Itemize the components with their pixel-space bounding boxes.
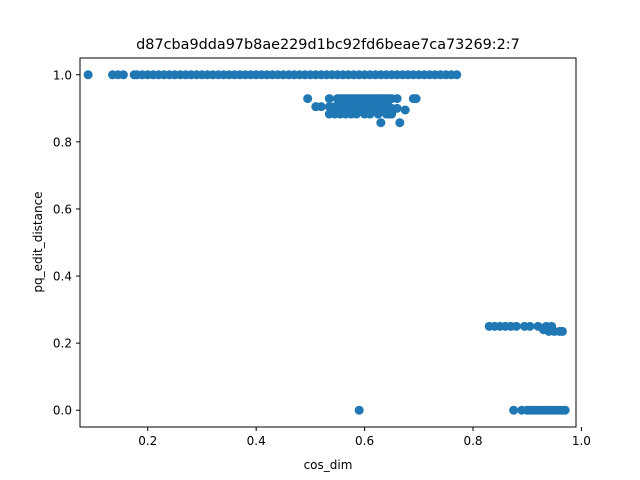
scatter-point: [316, 102, 326, 112]
scatter-point: [392, 94, 402, 104]
scatter-point: [365, 109, 375, 119]
x-tick-label: 0.8: [463, 434, 482, 448]
scatter-point: [400, 105, 410, 115]
data-points: [83, 70, 570, 415]
y-tick-label: 0.4: [53, 270, 72, 284]
y-tick-label: 0.6: [53, 202, 72, 216]
scatter-point: [411, 94, 421, 104]
scatter-point: [351, 109, 361, 119]
plot-area-frame: [79, 57, 577, 428]
scatter-point: [560, 405, 570, 415]
x-tick-label: 1.0: [572, 434, 591, 448]
scatter-point: [387, 109, 397, 119]
scatter-point: [395, 118, 405, 128]
y-tick-label: 0.2: [53, 337, 72, 351]
x-tick-label: 0.4: [247, 434, 266, 448]
scatter-point: [118, 70, 128, 80]
scatter-point: [303, 94, 313, 104]
scatter-point: [452, 70, 462, 80]
x-tick-label: 0.6: [355, 434, 374, 448]
x-axis-label: cos_dim: [304, 458, 353, 472]
chart-title: d87cba9dda97b8ae229d1bc92fd6beae7ca73269…: [136, 37, 520, 53]
scatter-point: [324, 94, 334, 104]
scatter-point: [557, 326, 567, 336]
scatter-point: [511, 321, 521, 331]
y-tick-label: 1.0: [53, 68, 72, 82]
y-tick-label: 0.8: [53, 135, 72, 149]
x-tick-label: 0.2: [138, 434, 157, 448]
y-tick-label: 0.0: [53, 404, 72, 418]
scatter-point: [354, 405, 364, 415]
scatter-point: [525, 321, 535, 331]
y-axis-label: pq_edit_distance: [31, 191, 45, 292]
scatter-point: [376, 118, 386, 128]
scatter-point: [509, 405, 519, 415]
scatter-point: [392, 103, 402, 113]
x-axis-ticks: 0.2 0.4 0.6 0.8 1.0: [138, 427, 591, 448]
scatter-point: [373, 109, 383, 119]
y-axis-ticks: 0.0 0.2 0.4 0.6 0.8 1.0: [53, 68, 80, 418]
scatter-point: [83, 70, 93, 80]
